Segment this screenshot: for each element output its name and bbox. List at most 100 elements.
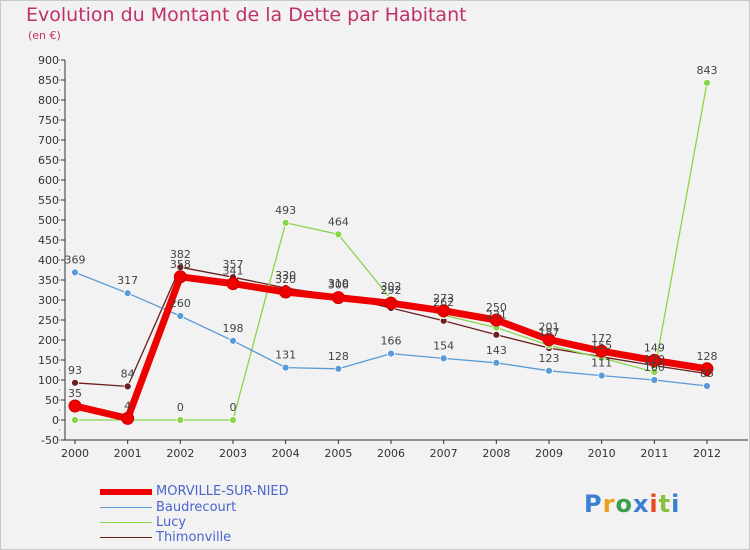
- data-point: [703, 382, 711, 390]
- logo-letter: i: [649, 490, 659, 518]
- y-tick-label: 0: [52, 414, 59, 427]
- y-tick-label: 700: [38, 134, 59, 147]
- data-label: 357: [223, 258, 244, 271]
- data-point: [176, 312, 185, 320]
- y-tick-label: -50: [41, 434, 59, 447]
- data-point: [226, 277, 240, 291]
- data-label: 143: [486, 344, 507, 357]
- data-point: [492, 358, 501, 367]
- legend-label-baudrecourt: Baudrecourt: [156, 500, 237, 515]
- x-tick-label: 2004: [272, 447, 300, 460]
- data-label: 111: [591, 357, 612, 370]
- data-label: 100: [644, 361, 665, 374]
- data-point: [650, 376, 659, 384]
- logo-letter: o: [615, 490, 633, 518]
- data-label: 166: [381, 335, 402, 348]
- x-tick-label: 2003: [219, 447, 247, 460]
- y-tick-label: 250: [38, 314, 59, 327]
- logo-letter: t: [658, 490, 672, 518]
- data-point: [595, 344, 609, 358]
- chart-title: Evolution du Montant de la Dette par Hab…: [26, 4, 467, 26]
- data-point: [384, 296, 398, 310]
- proxiti-logo: Proxiti: [584, 490, 680, 518]
- data-label: 128: [697, 350, 718, 363]
- y-tick-label: 300: [38, 294, 59, 307]
- x-tick-label: 2006: [377, 447, 405, 460]
- data-label: 358: [170, 258, 191, 271]
- data-label: 369: [65, 253, 86, 266]
- data-point: [700, 362, 714, 376]
- data-label: 330: [275, 269, 296, 282]
- y-tick-label: 100: [38, 374, 59, 387]
- data-label: 155: [591, 339, 612, 352]
- data-label: 292: [381, 284, 402, 297]
- data-label: 464: [328, 215, 349, 228]
- data-label: 201: [539, 321, 560, 334]
- y-tick-label: 150: [38, 354, 59, 367]
- legend-label-lucy: Lucy: [156, 515, 187, 530]
- data-label: 172: [591, 332, 612, 345]
- data-label: 0: [177, 401, 184, 414]
- y-tick-label: 400: [38, 254, 59, 267]
- y-tick-label: 900: [38, 54, 59, 67]
- data-point: [281, 218, 290, 227]
- y-tick-label: 550: [38, 194, 59, 207]
- data-point: [703, 78, 711, 87]
- data-label: 35: [68, 387, 82, 400]
- legend-swatch-lucy: [100, 522, 152, 523]
- data-label: 187: [539, 326, 560, 339]
- legend-swatch-thimonville: [100, 537, 152, 538]
- data-label: 262: [433, 296, 454, 309]
- y-tick-label: 850: [38, 74, 59, 87]
- data-label: 310: [328, 277, 349, 290]
- data-point: [542, 333, 556, 347]
- data-point: [545, 366, 553, 375]
- data-label: 317: [117, 274, 138, 287]
- y-tick-label: 200: [38, 334, 59, 347]
- chart-subtitle: (en €): [28, 29, 61, 42]
- x-tick-label: 2007: [430, 447, 458, 460]
- x-tick-label: 2008: [482, 447, 510, 460]
- x-tick-label: 2005: [324, 447, 352, 460]
- x-tick-label: 2002: [166, 447, 194, 460]
- data-point: [650, 368, 659, 376]
- data-point: [492, 330, 501, 339]
- data-label: 198: [223, 322, 244, 335]
- data-label: 231: [486, 309, 507, 322]
- logo-letter: x: [632, 490, 650, 518]
- data-label: 93: [68, 364, 82, 377]
- data-point: [176, 416, 185, 424]
- data-label: 250: [486, 301, 507, 314]
- y-tick-label: 650: [38, 154, 59, 167]
- data-point: [279, 285, 293, 299]
- y-tick-label: 600: [38, 174, 59, 187]
- data-label: 341: [223, 265, 244, 278]
- x-tick-label: 2000: [61, 447, 89, 460]
- data-point: [489, 313, 503, 327]
- data-label: 131: [275, 349, 296, 362]
- logo-letter: i: [671, 490, 681, 518]
- y-tick-label: 350: [38, 274, 59, 287]
- data-point: [71, 378, 79, 387]
- legend-swatch-morville: [100, 489, 152, 495]
- x-tick-label: 2012: [693, 447, 721, 460]
- data-point: [68, 399, 82, 413]
- data-point: [439, 354, 448, 363]
- data-label: 302: [381, 280, 402, 293]
- x-tick-label: 2001: [114, 447, 142, 460]
- data-point: [229, 336, 237, 345]
- data-label: 149: [644, 341, 665, 354]
- legend-swatch-baudrecourt: [100, 507, 152, 508]
- data-label: 273: [433, 292, 454, 305]
- y-tick-label: 500: [38, 214, 59, 227]
- data-point: [121, 411, 135, 425]
- data-label: 85: [700, 367, 714, 380]
- data-label: 4: [124, 399, 131, 412]
- data-point: [71, 268, 79, 277]
- data-point: [334, 230, 343, 239]
- data-label: 0: [230, 401, 237, 414]
- data-point: [173, 270, 187, 284]
- data-label: 260: [170, 297, 191, 310]
- data-point: [229, 416, 237, 424]
